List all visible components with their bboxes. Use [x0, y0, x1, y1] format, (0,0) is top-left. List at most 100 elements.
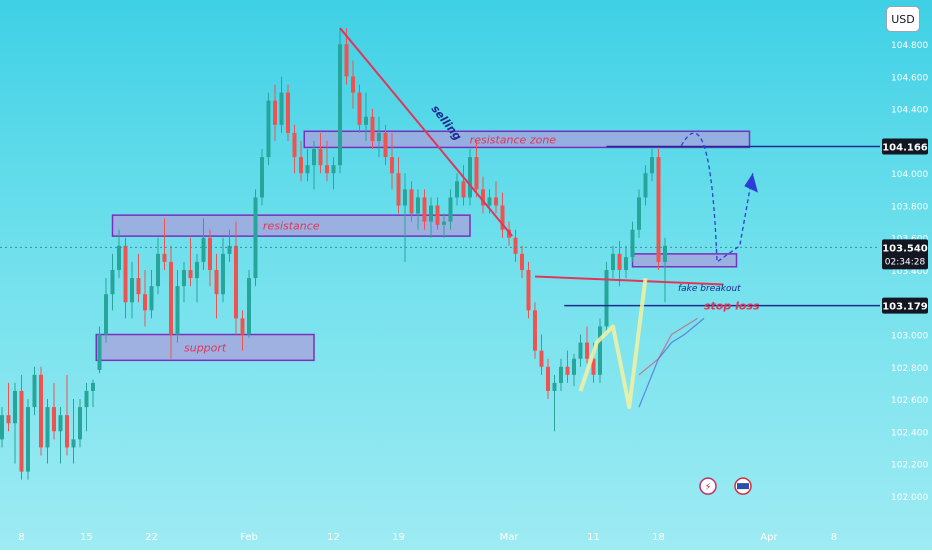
candle-body — [598, 326, 602, 375]
x-tick-label: 18 — [652, 532, 665, 543]
candle-body — [383, 132, 388, 158]
candle-body — [526, 270, 531, 311]
candle-body — [442, 221, 446, 225]
zone-label: support — [184, 341, 227, 354]
candle-body — [331, 165, 336, 174]
candle-body — [182, 270, 186, 287]
candle-body — [474, 157, 479, 190]
candle-body — [630, 229, 635, 258]
candle-body — [266, 100, 271, 158]
candle-body — [78, 407, 82, 440]
countdown-label: 02:34:28 — [885, 257, 926, 267]
candle-body — [45, 407, 50, 448]
price-tag — [882, 239, 928, 270]
x-tick-label: 12 — [327, 532, 340, 543]
candle-body — [591, 358, 596, 375]
candle-body — [500, 205, 505, 230]
zone-label: resistance — [263, 220, 320, 233]
candle-body — [71, 439, 76, 448]
candle-body — [422, 197, 427, 222]
candle-body — [156, 253, 160, 287]
candle-body — [468, 157, 472, 198]
candle-body — [214, 270, 219, 295]
candle-body — [656, 157, 661, 262]
y-tick-label: 102.600 — [891, 396, 928, 406]
y-tick-label: 102.200 — [891, 461, 928, 471]
x-tick-label: 11 — [587, 532, 600, 543]
zone-box — [303, 130, 751, 149]
candle-body — [143, 294, 147, 311]
candle-body — [149, 286, 154, 311]
candle-body — [234, 245, 238, 319]
event-icon[interactable] — [699, 477, 717, 495]
candle-body — [318, 149, 323, 166]
neckline — [534, 275, 724, 286]
candle-body — [364, 116, 368, 125]
candle-body — [260, 157, 264, 198]
candle-body — [533, 310, 537, 351]
candle-body — [240, 318, 245, 335]
candle-body — [377, 132, 381, 141]
y-tick-label: 103.000 — [891, 332, 928, 342]
x-tick-label: 15 — [80, 532, 93, 543]
candle-body — [58, 415, 63, 432]
candle-body — [637, 197, 641, 230]
candle-body — [604, 270, 609, 327]
candle-body — [487, 197, 492, 206]
candle-body — [208, 237, 212, 270]
zone-box — [95, 333, 315, 362]
projection-path — [680, 132, 754, 264]
candle-body — [117, 245, 121, 270]
candle-body — [0, 415, 4, 440]
y-tick-label: 104.000 — [891, 170, 928, 180]
candle-body — [19, 390, 24, 472]
candle-body — [247, 278, 251, 335]
w-pattern — [578, 277, 648, 410]
candle-body — [162, 253, 167, 262]
candle-body — [559, 366, 563, 383]
x-tick-label: Feb — [240, 532, 258, 543]
currency-button[interactable]: USD — [886, 6, 920, 32]
y-tick-label: 103.400 — [891, 267, 928, 277]
selling-trendline — [339, 27, 514, 237]
y-tick-label: 104.600 — [891, 73, 928, 83]
candle-body — [26, 407, 30, 472]
candle-body — [390, 157, 394, 174]
zone-box — [631, 253, 738, 268]
candle-body — [338, 44, 342, 166]
candle-body — [292, 132, 297, 158]
y-tick-label: 102.800 — [891, 364, 928, 374]
candle-body — [370, 116, 375, 141]
candle-body — [6, 415, 11, 424]
price-tag — [882, 297, 928, 314]
x-tick-label: Apr — [760, 532, 778, 543]
fake-breakout-label: fake breakout — [678, 284, 741, 294]
candle-body — [130, 278, 134, 303]
candle-body — [136, 278, 141, 295]
candle-body — [539, 350, 544, 367]
candle-body — [279, 92, 284, 125]
candle-body — [84, 390, 89, 408]
candle-body — [175, 286, 180, 335]
candle-body — [429, 205, 433, 222]
candle-body — [552, 382, 557, 391]
candle-body — [325, 165, 329, 174]
x-tick-label: Mar — [500, 532, 520, 543]
price-tag-label: 104.166 — [882, 142, 928, 153]
candle-body — [97, 334, 102, 370]
candle-body — [520, 253, 524, 270]
y-tick-label: 102.400 — [891, 428, 928, 438]
candle-body — [578, 342, 583, 359]
candle-body — [227, 245, 232, 254]
candle-body — [52, 407, 56, 432]
candle-body — [312, 149, 316, 166]
candle-body — [221, 253, 225, 295]
stop-loss-label: stop loss — [704, 299, 760, 312]
candle-body — [494, 197, 498, 206]
candle-body — [650, 157, 654, 174]
candle-body — [123, 245, 128, 303]
candle-body — [65, 415, 69, 448]
candle-body — [481, 189, 485, 206]
